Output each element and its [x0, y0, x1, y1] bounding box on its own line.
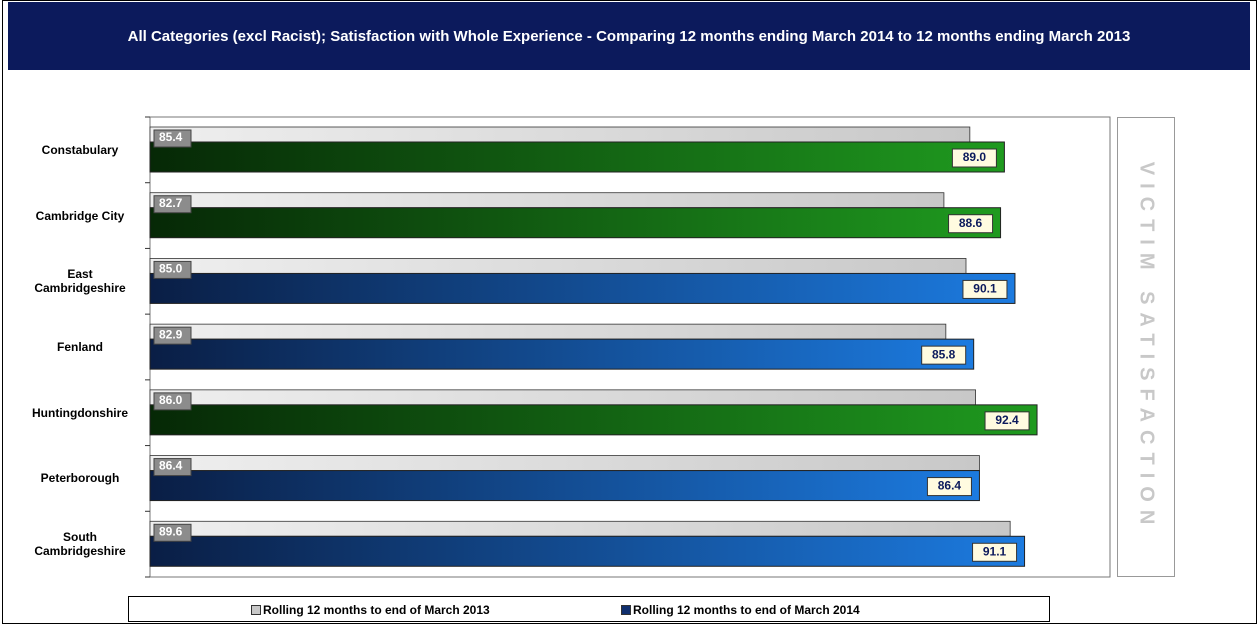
side-panel: VICTIM SATISFACTION: [1117, 117, 1175, 577]
value-label: 86.0: [159, 393, 183, 407]
bar: [149, 455, 980, 471]
chart-title: All Categories (excl Racist); Satisfacti…: [8, 2, 1250, 70]
value-label: 82.9: [159, 327, 183, 341]
bar: [149, 141, 1005, 173]
value-label: 86.4: [159, 459, 183, 473]
value-label-box: [948, 214, 994, 234]
bar: [149, 389, 976, 406]
value-label-box: [153, 458, 192, 477]
category-label: Cambridge City: [35, 208, 125, 223]
bar: [149, 470, 980, 502]
legend-entry: Rolling 12 months to end of March 2013: [251, 603, 490, 617]
value-label-box: [153, 195, 192, 214]
category-label: Fenland: [56, 340, 103, 354]
category-label: East Cambridgeshire: [34, 267, 126, 296]
value-label-box: [984, 411, 1030, 431]
value-label: 91.1: [983, 544, 1007, 558]
bar: [149, 338, 975, 370]
value-label-box: [972, 542, 1018, 562]
value-label: 89.6: [159, 524, 183, 538]
value-label-box: [153, 260, 192, 279]
value-label: 85.0: [159, 262, 183, 276]
value-label: 92.4: [995, 413, 1019, 427]
category-label: Peterborough: [40, 471, 120, 486]
bar: [149, 272, 1016, 304]
value-label-box: [153, 523, 192, 542]
bar: [149, 520, 1011, 537]
bar: [149, 258, 967, 274]
bar: [149, 192, 945, 209]
value-label-box: [962, 279, 1008, 299]
legend: Rolling 12 months to end of March 2013 Ro…: [128, 596, 1050, 622]
category-label: South Cambridgeshire: [34, 530, 126, 559]
value-label: 85.8: [932, 347, 956, 361]
legend-swatch: [621, 605, 631, 615]
legend-entry: Rolling 12 months to end of March 2014: [621, 603, 860, 617]
value-label: 86.4: [938, 479, 962, 493]
value-label: 90.1: [973, 282, 997, 296]
bar: [149, 323, 947, 340]
bar: [149, 126, 971, 143]
legend-label: Rolling 12 months to end of March 2013: [263, 603, 490, 617]
bar: [149, 535, 1026, 567]
value-label-box: [153, 392, 192, 411]
bar: [149, 207, 1002, 239]
value-label: 88.6: [959, 216, 983, 230]
value-label: 82.7: [159, 196, 183, 210]
value-label-box: [921, 345, 967, 365]
side-text: VICTIM SATISFACTION: [1135, 161, 1158, 533]
value-label: 85.4: [159, 130, 183, 144]
bar: [149, 404, 1038, 436]
value-label-box: [153, 326, 192, 345]
value-label-box: [926, 477, 972, 497]
legend-swatch: [251, 605, 261, 615]
value-label-box: [951, 148, 997, 168]
value-label: 89.0: [963, 150, 987, 164]
category-label: Huntingdonshire: [32, 405, 128, 420]
category-label: Constabulary: [41, 142, 119, 157]
value-label-box: [153, 129, 192, 148]
legend-label: Rolling 12 months to end of March 2014: [633, 603, 860, 617]
